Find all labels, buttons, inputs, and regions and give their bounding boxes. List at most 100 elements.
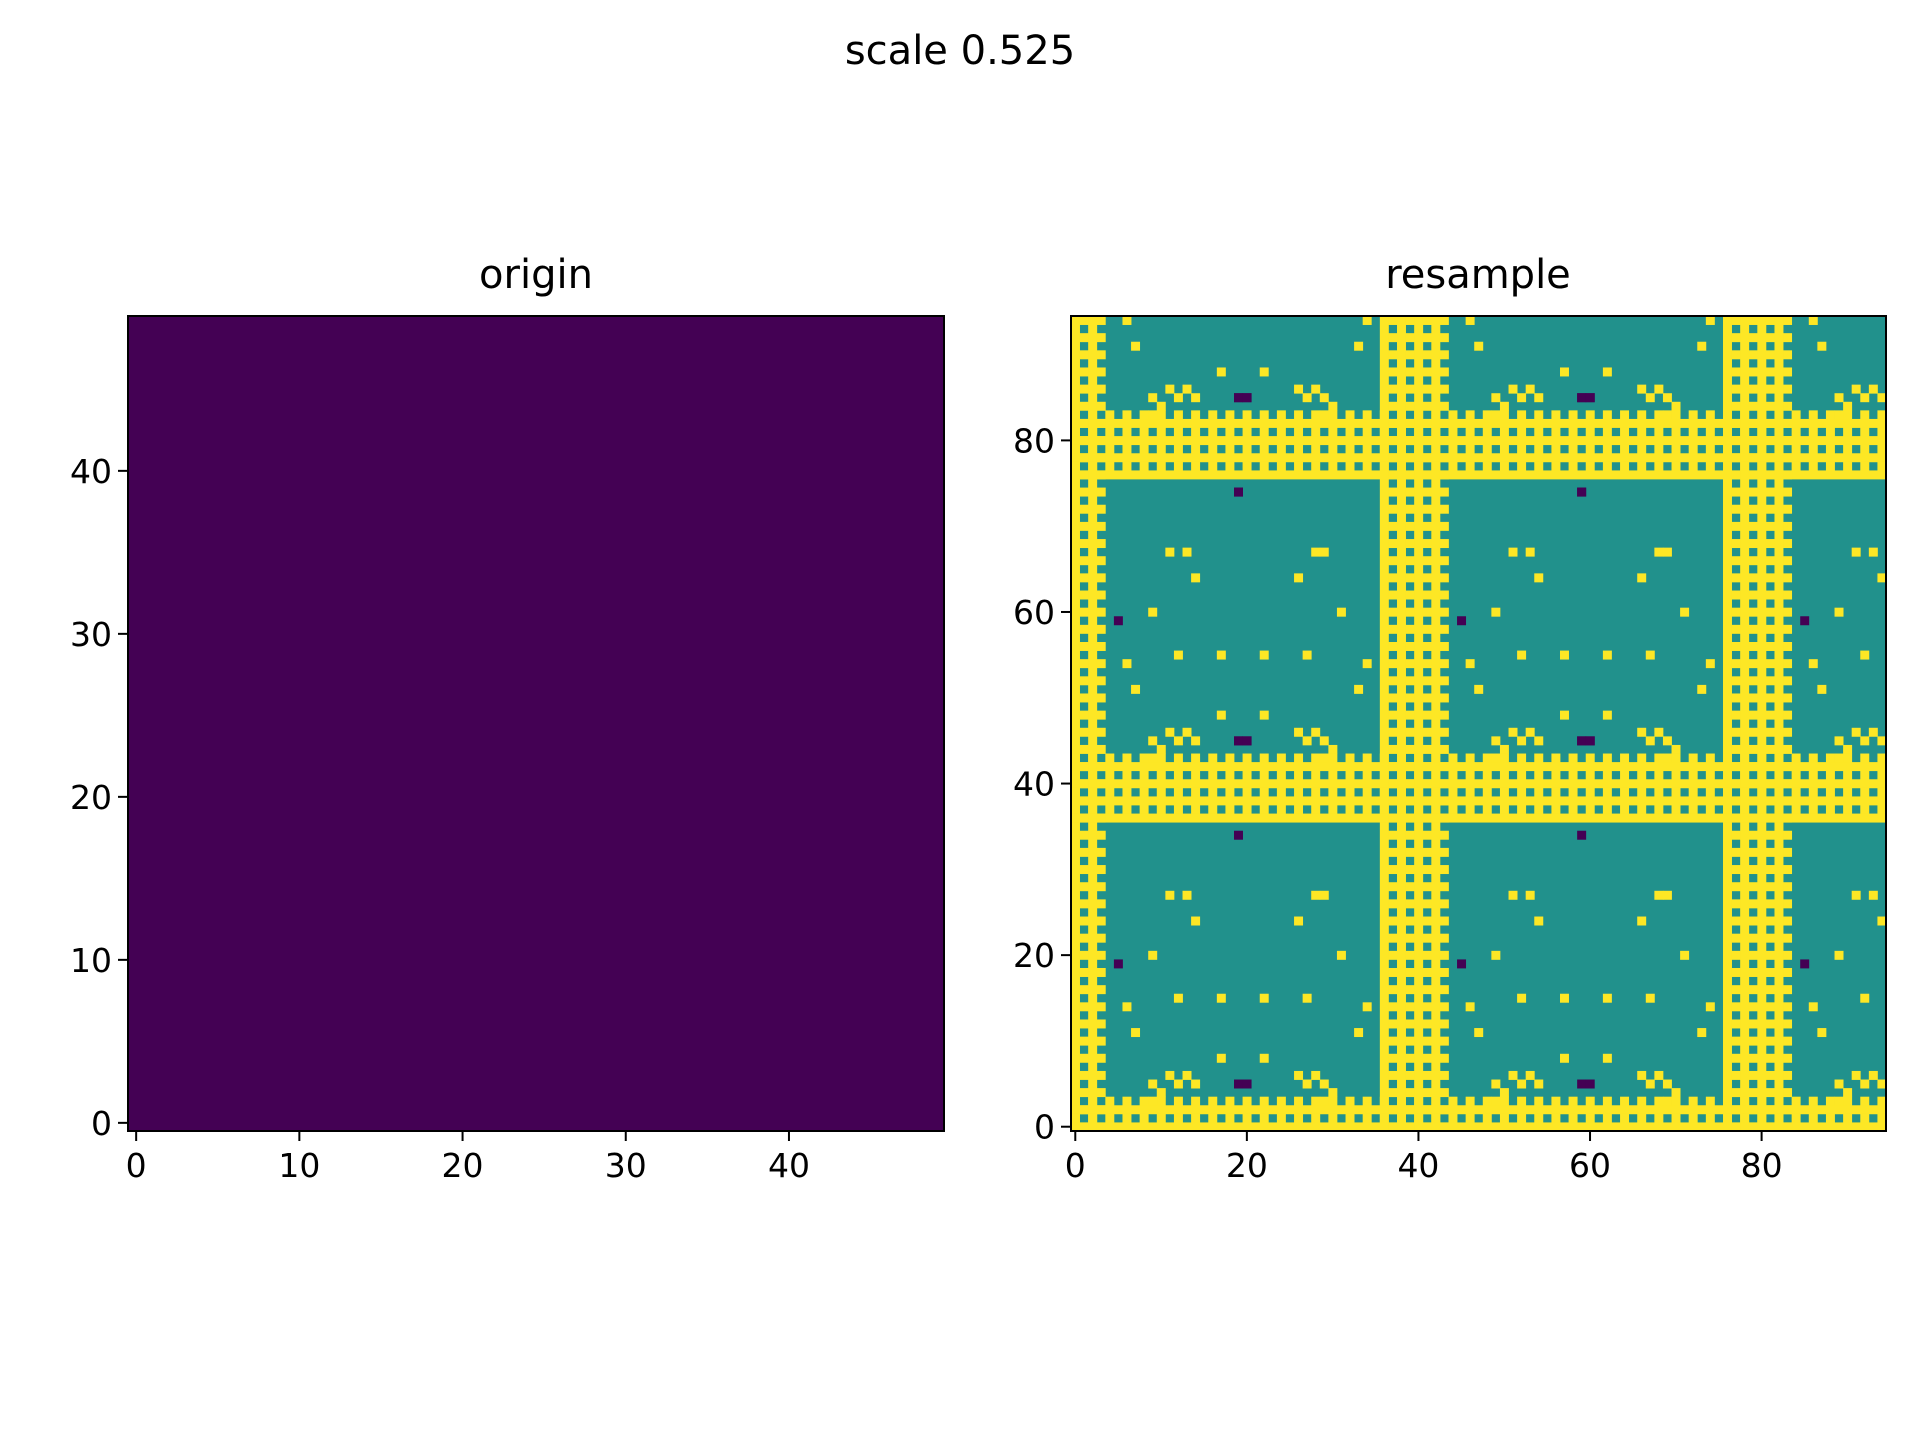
- resample-dotted-cell: [1748, 590, 1758, 600]
- resample-dot-cell: [1860, 736, 1870, 746]
- resample-dark-cell: [1585, 736, 1595, 746]
- resample-dot-cell: [1602, 650, 1612, 660]
- resample-dotted-cell: [1774, 444, 1784, 454]
- resample-dotted-cell: [1517, 444, 1527, 454]
- resample-dot-cell: [1302, 993, 1312, 1003]
- resample-dotted-cell: [1405, 847, 1415, 857]
- resample-dotted-cell: [1774, 770, 1784, 780]
- resample-dotted-cell: [1388, 882, 1398, 892]
- resample-dotted-cell: [1071, 427, 1080, 437]
- resample-dotted-cell: [1225, 444, 1235, 454]
- resample-dotted-cell: [1877, 770, 1887, 780]
- resample-dotted-cell: [1860, 461, 1870, 471]
- resample-dot-cell: [1843, 1088, 1853, 1098]
- resample-dot-cell: [1311, 384, 1321, 394]
- resample-dotted-cell: [1748, 1088, 1758, 1098]
- resample-dotted-cell: [1808, 444, 1818, 454]
- resample-dotted-cell: [1122, 427, 1132, 437]
- resample-dotted-cell: [1448, 461, 1458, 471]
- resample-dotted-cell: [1431, 427, 1441, 437]
- resample-dotted-cell: [1439, 1105, 1449, 1115]
- resample-dotted-cell: [1723, 787, 1732, 797]
- resample-dotted-cell: [1465, 1113, 1475, 1123]
- resample-dot-cell: [1508, 547, 1518, 557]
- resample-dotted-cell: [1731, 1070, 1741, 1080]
- resample-dotted-cell: [1783, 865, 1793, 875]
- resample-stripe-horizontal: [1071, 762, 1886, 772]
- resample-dotted-cell: [1671, 1096, 1681, 1106]
- resample-dotted-cell: [1362, 770, 1372, 780]
- resample-dotted-cell: [1276, 753, 1286, 763]
- resample-dotted-cell: [1405, 985, 1415, 995]
- resample-dotted-cell: [1259, 770, 1269, 780]
- resample-dotted-cell: [1388, 727, 1398, 737]
- resample-dotted-cell: [1765, 693, 1775, 703]
- resample-dotted-cell: [1422, 556, 1432, 566]
- resample-dark-cell: [1234, 393, 1243, 403]
- resample-dotted-cell: [1439, 401, 1449, 411]
- resample-dotted-cell: [1705, 1096, 1715, 1106]
- resample-dotted-cell: [1551, 427, 1561, 437]
- resample-dotted-cell: [1439, 470, 1449, 480]
- resample-dotted-cell: [1379, 770, 1389, 780]
- resample-dot-cell: [1654, 890, 1664, 900]
- resample-dotted-cell: [1860, 444, 1870, 454]
- resample-dotted-cell: [1422, 1122, 1432, 1132]
- resample-dot-cell: [1705, 1002, 1715, 1012]
- resample-dotted-cell: [1096, 367, 1106, 377]
- resample-dotted-cell: [1405, 899, 1415, 909]
- resample-dotted-cell: [1405, 521, 1415, 531]
- resample-dotted-cell: [1122, 753, 1132, 763]
- resample-dotted-cell: [1388, 453, 1398, 463]
- origin-axes-frame: [127, 315, 945, 1132]
- resample-dotted-cell: [1345, 410, 1355, 420]
- resample-dark-cell: [1577, 393, 1587, 403]
- resample-dotted-cell: [1388, 830, 1398, 840]
- resample-dotted-cell: [1079, 1019, 1089, 1029]
- resample-stripe-vertical: [1757, 316, 1767, 1131]
- resample-dotted-cell: [1740, 805, 1750, 814]
- resample-dotted-cell: [1731, 933, 1741, 943]
- resample-dotted-cell: [1439, 693, 1449, 703]
- resample-dotted-cell: [1688, 787, 1698, 797]
- resample-dot-cell: [1182, 384, 1192, 394]
- resample-dotted-cell: [1276, 444, 1286, 454]
- resample-dot-cell: [1319, 736, 1329, 746]
- resample-dotted-cell: [1765, 882, 1775, 892]
- resample-dotted-cell: [1259, 787, 1269, 797]
- resample-dotted-cell: [1096, 556, 1106, 566]
- resample-dot-cell: [1817, 684, 1827, 694]
- resample-dot-cell: [1851, 890, 1861, 900]
- resample-dotted-cell: [1765, 333, 1775, 343]
- resample-dotted-cell: [1731, 744, 1741, 754]
- resample-dotted-cell: [1079, 882, 1089, 892]
- resample-dotted-cell: [1414, 805, 1424, 814]
- resample-dot-cell: [1662, 890, 1672, 900]
- resample-dotted-cell: [1405, 1002, 1415, 1012]
- resample-dotted-cell: [1388, 436, 1398, 446]
- resample-dotted-cell: [1825, 770, 1835, 780]
- resample-dotted-cell: [1079, 333, 1089, 343]
- resample-dotted-cell: [1731, 985, 1741, 995]
- resample-dotted-cell: [1422, 1053, 1432, 1063]
- resample-dot-cell: [1560, 650, 1569, 660]
- resample-dotted-cell: [1731, 556, 1741, 566]
- resample-dotted-cell: [1422, 521, 1432, 531]
- origin-title: origin: [479, 252, 593, 298]
- resample-dot-cell: [1491, 950, 1501, 960]
- resample-dotted-cell: [1105, 410, 1115, 420]
- resample-dotted-cell: [1328, 770, 1338, 780]
- resample-dotted-cell: [1448, 410, 1458, 420]
- resample-dotted-cell: [1439, 436, 1449, 446]
- resample-dotted-cell: [1079, 1122, 1089, 1132]
- resample-dark-cell: [1113, 959, 1123, 969]
- resample-dot-cell: [1868, 727, 1878, 737]
- resample-dotted-cell: [1783, 796, 1793, 806]
- resample-dotted-cell: [1654, 410, 1664, 420]
- resample-dotted-cell: [1422, 1105, 1432, 1115]
- resample-dot-cell: [1294, 727, 1304, 737]
- resample-dotted-cell: [1791, 770, 1801, 780]
- resample-dotted-cell: [1079, 384, 1089, 394]
- resample-dot-cell: [1517, 993, 1527, 1003]
- resample-dark-cell: [1234, 1079, 1243, 1089]
